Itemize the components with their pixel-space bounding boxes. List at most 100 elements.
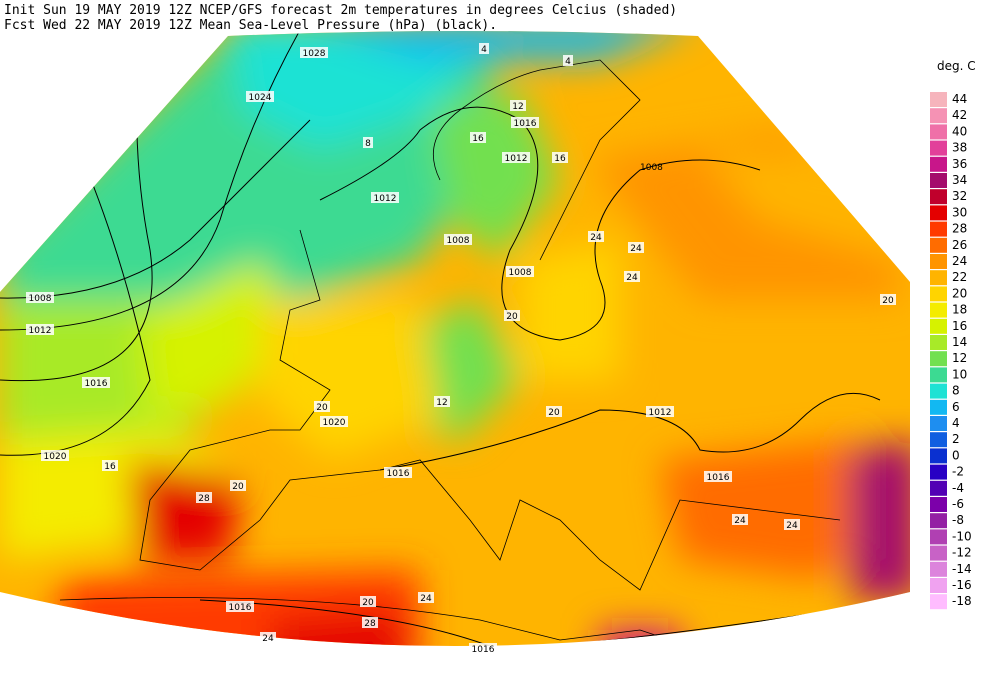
map-label-box [418,592,434,603]
header-line: Init Sun 19 MAY 2019 12Z NCEP/GFS foreca… [4,3,677,18]
map-label-box [552,152,568,163]
map-label-box [246,91,274,102]
map-label-box [384,467,412,478]
map-label: 16 [554,154,566,164]
map-label: 1008 [640,163,663,173]
legend-swatch [930,513,947,529]
legend-label: 28 [952,222,967,236]
map-label-box [314,401,330,412]
legend-label: 20 [952,286,967,300]
legend-swatch [930,237,947,253]
legend-swatch [930,594,947,610]
map-label: 1012 [29,326,52,336]
map-label: 20 [362,598,374,608]
legend-label: 2 [952,432,960,446]
legend-label: -16 [952,578,972,592]
map-label: 16 [104,462,116,472]
map-label: 4 [481,45,487,55]
legend-label: 18 [952,303,967,317]
map-label-box [470,132,486,143]
legend-label: 24 [952,254,967,268]
legend-swatch [930,464,947,480]
map-label: 24 [630,244,642,254]
legend-label: 8 [952,384,960,398]
legend-swatch [930,302,947,318]
map-label-box [300,47,328,58]
legend-swatch [930,173,947,188]
legend-label: -10 [952,529,972,543]
legend-label: 38 [952,141,967,155]
legend-label: 10 [952,367,967,381]
map-label: 20 [232,482,244,492]
map-label-box [880,294,896,305]
map-label: 1016 [514,119,537,129]
legend-swatch [930,578,947,593]
legend-swatch [930,205,947,221]
map-label: 24 [590,233,602,243]
map-label-box [226,601,254,612]
map-label: 20 [316,403,328,413]
legend-swatch [930,254,947,269]
legend-swatch [930,448,947,464]
legend-title: deg. C [937,59,976,73]
map-label: 4 [565,57,571,67]
legend-swatch [930,351,947,367]
map-label: 1012 [505,154,528,164]
legend-swatch [930,529,947,545]
legend-swatch [930,92,947,107]
map-label: 1020 [323,418,346,428]
legend-label: 32 [952,189,967,203]
map-label-box [502,152,530,163]
map-label: 1028 [303,49,326,59]
legend-label: 30 [952,205,967,219]
legend-label: 44 [952,92,967,106]
legend-label: -12 [952,546,972,560]
legend-swatch [930,399,947,415]
legend-label: 40 [952,124,967,138]
legend-label: 0 [952,448,960,462]
map-label-box [260,632,276,643]
map-label-box [510,100,526,111]
map-label: 1016 [472,645,495,655]
legend-swatch [930,497,947,512]
legend-label: -4 [952,481,964,495]
map-label-box [646,406,674,417]
map-label-box [26,292,54,303]
legend-label: 42 [952,108,967,122]
map-label-box [546,406,562,417]
map-label: 28 [198,494,210,504]
legend-swatch [930,480,947,496]
map-label: 24 [420,594,432,604]
map-label-box [732,514,748,525]
coastlines [59,59,841,646]
map-label-box [82,377,110,388]
legend-label: 22 [952,270,967,284]
legend-swatch [930,189,947,205]
legend-label: 4 [952,416,960,430]
map-label-box [704,471,732,482]
map-label: 1016 [387,469,410,479]
legend-label: 36 [952,157,967,171]
map-label: 24 [262,634,274,644]
map-label: 1020 [44,452,67,462]
legend-label: -8 [952,513,964,527]
map-label: 1012 [374,194,397,204]
legend-label: -14 [952,562,972,576]
legend-label: -18 [952,594,972,608]
map-label-box [588,231,604,242]
map-label: 12 [512,102,523,112]
legend-swatch [930,318,947,334]
map-label-box [444,234,472,245]
map-label-box [624,271,640,282]
legend-label: 16 [952,319,967,333]
legend-label: 26 [952,238,967,252]
map-label-box [784,519,800,530]
map-label: 1012 [649,408,672,418]
map-label-box [371,192,399,203]
legend-label: -2 [952,465,964,479]
legend-swatch [930,545,947,561]
legend-label: -6 [952,497,964,511]
map-label-box [511,117,539,128]
temperature-field [0,31,910,646]
